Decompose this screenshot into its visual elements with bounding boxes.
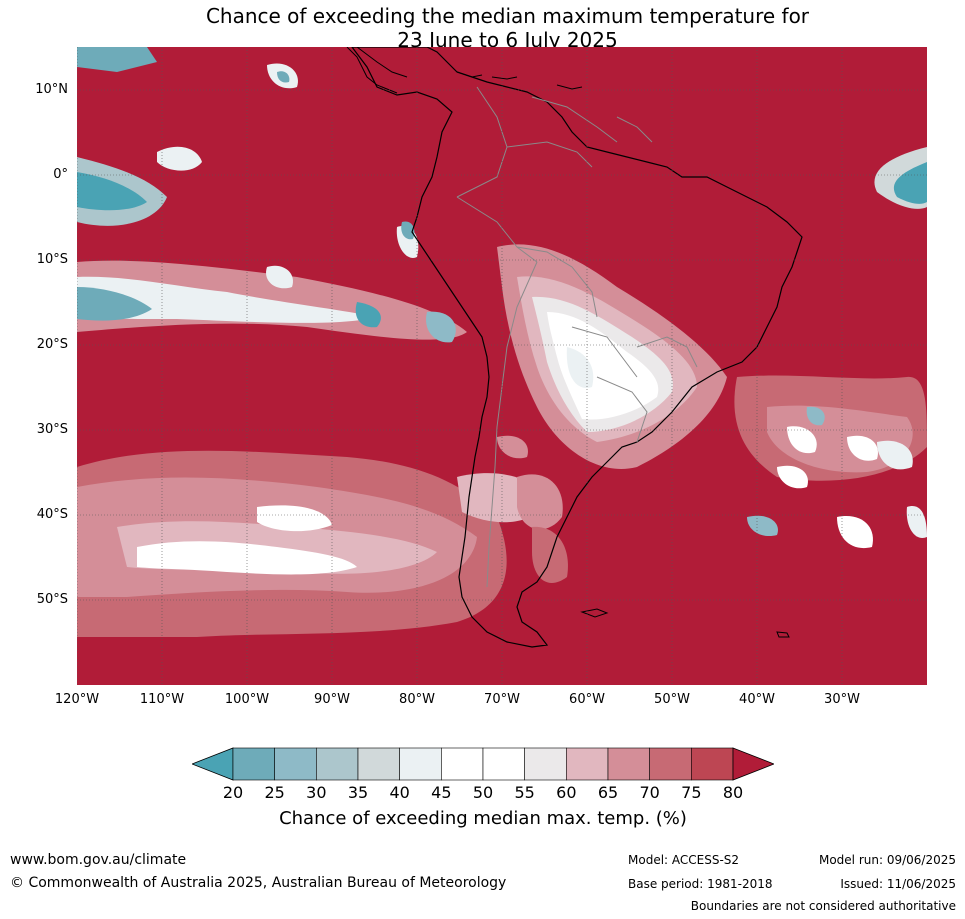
colorbar-tick-label: 25	[264, 783, 285, 802]
lon-label: 110°W	[139, 692, 185, 707]
colorbar-tick-label: 30	[306, 783, 327, 802]
lat-label: 20°S	[36, 337, 68, 352]
colorbar-tick-label: 65	[597, 783, 619, 802]
title-line1: Chance of exceeding the median maximum t…	[205, 4, 810, 28]
colorbar-tick-label: 80	[722, 783, 744, 802]
colorbar-segment	[316, 747, 359, 781]
colorbar-segment	[482, 747, 525, 781]
colorbar-tick-label: 55	[514, 783, 535, 802]
map-title: Chance of exceeding the median maximum t…	[0, 4, 965, 52]
lat-label: 0°	[53, 167, 68, 182]
lon-label: 80°W	[399, 692, 435, 707]
lon-label: 60°W	[569, 692, 605, 707]
colorbar-tick-label: 70	[639, 783, 660, 802]
lon-label: 30°W	[824, 692, 860, 707]
probability-map	[77, 47, 927, 685]
issued-date: Issued: 11/06/2025	[840, 877, 956, 891]
lon-label: 120°W	[54, 692, 100, 707]
colorbar-segment	[649, 747, 692, 781]
colorbar-tick-label: 35	[347, 783, 369, 802]
falkland-islands	[580, 608, 609, 618]
colorbar-tick-label: 50	[472, 783, 494, 802]
model-name: Model: ACCESS-S2	[628, 853, 740, 867]
colorbar-tick-label: 75	[681, 783, 702, 802]
lat-label: 10°S	[36, 252, 68, 267]
colorbar-extend-high	[732, 747, 774, 781]
colorbar-segment	[441, 747, 484, 781]
lat-label: 30°S	[36, 422, 68, 437]
nw-cool-patch	[77, 47, 157, 72]
colorbar	[192, 747, 774, 781]
lat-label: 40°S	[36, 507, 68, 522]
lon-label: 100°W	[224, 692, 270, 707]
south-america-coastline	[351, 47, 803, 648]
colorbar-segment	[524, 747, 567, 781]
colorbar-extend-low	[192, 747, 234, 781]
colorbar-tick-label: 20	[222, 783, 244, 802]
colorbar-segment	[274, 747, 317, 781]
website-link[interactable]: www.bom.gov.au/climate	[10, 852, 187, 868]
central-america-coastline	[346, 47, 408, 94]
colorbar-segment	[566, 747, 609, 781]
colorbar-tick-label: 40	[389, 783, 410, 802]
colorbar-segment	[607, 747, 650, 781]
boundaries-disclaimer: Boundaries are not considered authoritat…	[690, 899, 956, 913]
lon-label: 70°W	[484, 692, 520, 707]
graticule	[77, 47, 927, 685]
map-field	[77, 47, 927, 685]
lat-label: 50°S	[36, 592, 68, 607]
country-borders	[456, 86, 698, 588]
colorbar-tick-label: 60	[556, 783, 577, 802]
colorbar-segment	[399, 747, 442, 781]
colorbar-label: Chance of exceeding median max. temp. (%…	[279, 808, 687, 829]
colorbar-segment	[232, 747, 275, 781]
base-period: Base period: 1981-2018	[628, 877, 773, 891]
lat-label: 10°N	[35, 82, 68, 97]
colorbar-segment	[357, 747, 400, 781]
lon-label: 50°W	[654, 692, 690, 707]
lon-label: 40°W	[739, 692, 775, 707]
lon-label: 90°W	[314, 692, 350, 707]
copyright-text: © Commonwealth of Australia 2025, Austra…	[10, 875, 507, 891]
model-run: Model run: 09/06/2025	[818, 853, 956, 867]
caribbean-islands	[456, 71, 583, 90]
colorbar-segment	[691, 747, 734, 781]
colorbar-tick-label: 45	[431, 783, 452, 802]
